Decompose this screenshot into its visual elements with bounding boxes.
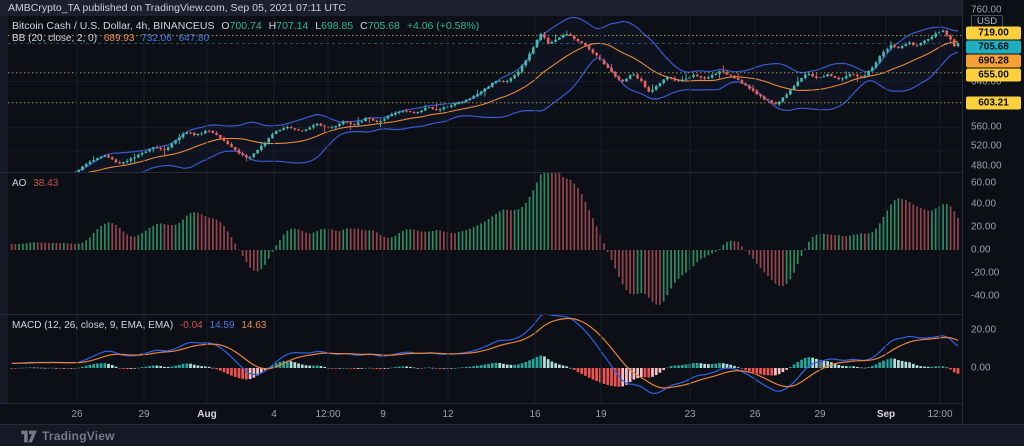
ao-value: 38.43 — [33, 178, 59, 189]
ao-axis-tick: 40.00 — [971, 198, 997, 210]
macd-line-value: 14.59 — [209, 320, 235, 331]
published-title: AMBCrypto_TA published on TradingView.co… — [8, 2, 346, 14]
macd-label: MACD (12, 26, close, 9, EMA, EMA) — [12, 320, 174, 331]
bb-upper-value: 732.06 — [141, 33, 172, 44]
price-axis-tick: 560.00 — [971, 121, 1002, 133]
price-level-label: 603.21 — [966, 96, 1021, 110]
ao-axis-tick: 20.00 — [971, 221, 997, 233]
ao-axis-tick: -40.00 — [971, 290, 1000, 302]
symbol-legend[interactable]: Bitcoin Cash / U.S. Dollar, 4h, BINANCEU… — [12, 21, 483, 32]
price-level-label: 719.00 — [966, 26, 1021, 40]
time-axis-label: 12:00 — [927, 409, 953, 420]
time-axis-label: 26 — [749, 409, 761, 420]
price-level-label: 690.28 — [966, 54, 1021, 68]
time-axis-label: 29 — [138, 409, 150, 420]
price-axis-tick: 520.00 — [971, 140, 1002, 152]
time-axis-label: 12 — [442, 409, 454, 420]
time-axis-label: 19 — [595, 409, 607, 420]
tradingview-logo-icon[interactable] — [20, 430, 38, 443]
macd-axis-tick: 20.00 — [971, 324, 997, 336]
time-axis-label: 26 — [71, 409, 83, 420]
ao-axis-tick: 0.00 — [971, 244, 991, 256]
time-axis-label: 29 — [814, 409, 826, 420]
macd-hist-value: -0.04 — [179, 320, 203, 331]
time-axis-label: 16 — [529, 409, 541, 420]
symbol-title: Bitcoin Cash / U.S. Dollar, 4h, BINANCEU… — [12, 20, 215, 32]
change-value: +4.06 (+0.58%) — [406, 20, 480, 32]
chart-background — [8, 16, 1024, 424]
ao-axis-tick: -20.00 — [971, 267, 1000, 279]
open-label: O — [221, 20, 230, 32]
macd-signal-value: 14.63 — [241, 320, 267, 331]
high-value: 707.14 — [276, 20, 309, 32]
price-axis-tick: 760.00 — [971, 4, 1002, 16]
ao-label: AO — [12, 178, 27, 189]
bb-legend[interactable]: BB (20, close, 2, 0) 689.93 732.06 647.8… — [12, 33, 213, 44]
macd-axis-tick: 0.00 — [971, 362, 991, 374]
tradingview-brand[interactable]: TradingView — [42, 429, 115, 443]
low-label: L — [315, 20, 322, 32]
time-axis-label: 23 — [684, 409, 696, 420]
close-value: 705.68 — [367, 20, 400, 32]
price-axis-tick: 480.00 — [971, 160, 1002, 172]
bb-lower-value: 647.80 — [178, 33, 210, 44]
bb-basis-value: 689.93 — [103, 33, 135, 44]
time-axis-label: Sep — [876, 409, 896, 420]
close-label: C — [360, 20, 368, 32]
macd-legend[interactable]: MACD (12, 26, close, 9, EMA, EMA) -0.04 … — [12, 320, 270, 331]
time-axis-label: 9 — [380, 409, 386, 420]
header-bar: AMBCrypto_TA published on TradingView.co… — [0, 0, 1024, 16]
bb-label: BB (20, close, 2, 0) — [12, 33, 98, 44]
open-value: 700.74 — [229, 20, 262, 32]
price-level-label: 705.68 — [966, 40, 1021, 54]
time-axis-label: Aug — [197, 409, 217, 420]
time-axis-label: 12:00 — [315, 409, 341, 420]
high-label: H — [268, 20, 277, 32]
price-axis[interactable]: 760.00 640.00 560.00 520.00 480.00 USD 719.00 7… — [962, 0, 1024, 424]
low-value: 698.85 — [321, 20, 354, 32]
ao-axis-tick: 60.00 — [971, 177, 997, 189]
time-axis-label: 4 — [271, 409, 277, 420]
footer-bar: TradingView — [0, 424, 1024, 446]
ao-legend[interactable]: AO 38.43 — [12, 178, 62, 189]
price-axis-tick: 640.00 — [971, 76, 1002, 88]
time-axis[interactable]: 26 29 Aug 4 12:00 9 12 16 19 23 26 29 Sep 12:00 — [0, 403, 962, 425]
price-level-label: 655.00 — [966, 68, 1021, 82]
